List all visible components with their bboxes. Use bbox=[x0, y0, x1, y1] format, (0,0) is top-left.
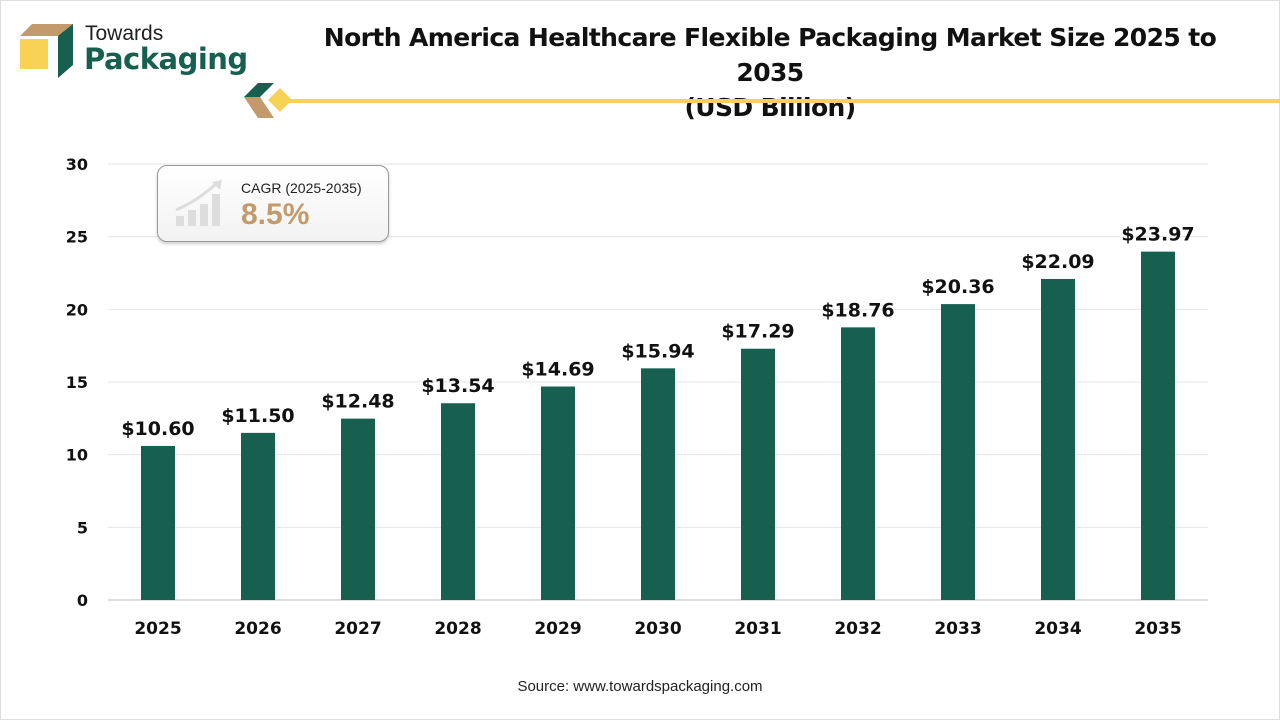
brand-line2: Packaging bbox=[84, 42, 248, 76]
title-line1: North America Healthcare Flexible Packag… bbox=[323, 23, 1217, 87]
x-tick-label: 2032 bbox=[834, 619, 881, 639]
y-tick-label: 10 bbox=[66, 446, 88, 465]
bar-2029 bbox=[541, 386, 575, 600]
x-tick-label: 2026 bbox=[234, 619, 281, 639]
bar-2027 bbox=[341, 418, 375, 600]
towards-packaging-logo bbox=[20, 24, 73, 78]
data-label-2025: $10.60 bbox=[121, 418, 194, 440]
bar-2030 bbox=[641, 368, 675, 600]
x-tick-label: 2029 bbox=[534, 619, 581, 639]
bar-2033 bbox=[941, 304, 975, 600]
bar-2032 bbox=[841, 327, 875, 600]
x-tick-label: 2033 bbox=[934, 619, 981, 639]
bar-2035 bbox=[1141, 251, 1175, 601]
y-tick-label: 0 bbox=[77, 591, 88, 610]
data-label-2031: $17.29 bbox=[721, 321, 794, 343]
cagr-label: CAGR (2025-2035) bbox=[241, 180, 362, 196]
data-label-2028: $13.54 bbox=[421, 375, 494, 397]
y-tick-label: 25 bbox=[66, 228, 88, 247]
chart-title: North America Healthcare Flexible Packag… bbox=[290, 20, 1250, 125]
data-label-2030: $15.94 bbox=[621, 340, 694, 362]
y-tick-label: 15 bbox=[66, 373, 88, 392]
y-tick-label: 30 bbox=[66, 155, 88, 174]
x-tick-label: 2031 bbox=[734, 619, 781, 639]
bar-2034 bbox=[1041, 278, 1075, 600]
source-note: Source: www.towardspackaging.com bbox=[517, 678, 763, 695]
title-line2: (USD Billion) bbox=[684, 93, 856, 122]
x-tick-label: 2028 bbox=[434, 619, 481, 639]
title-underline-decoration bbox=[244, 83, 1280, 118]
data-label-2033: $20.36 bbox=[921, 276, 994, 298]
x-tick-label: 2034 bbox=[1034, 619, 1081, 639]
data-label-2029: $14.69 bbox=[521, 359, 594, 381]
x-tick-label: 2035 bbox=[1134, 619, 1181, 639]
bar-2028 bbox=[441, 403, 475, 600]
x-tick-label: 2030 bbox=[634, 619, 681, 639]
data-label-2034: $22.09 bbox=[1021, 251, 1094, 273]
x-tick-label: 2025 bbox=[134, 619, 181, 639]
y-tick-label: 5 bbox=[77, 518, 88, 537]
y-tick-label: 20 bbox=[66, 300, 88, 319]
data-label-2035: $23.97 bbox=[1121, 224, 1194, 246]
brand-line1: Towards bbox=[85, 22, 164, 45]
cagr-box: CAGR (2025-2035) 8.5% bbox=[157, 165, 389, 242]
growth-chart-icon bbox=[175, 180, 222, 226]
bar-2026 bbox=[241, 432, 275, 600]
data-label-2032: $18.76 bbox=[821, 299, 894, 321]
x-tick-label: 2027 bbox=[334, 619, 381, 639]
cagr-value: 8.5% bbox=[241, 198, 310, 231]
bar-2031 bbox=[741, 348, 775, 600]
data-label-2026: $11.50 bbox=[221, 405, 294, 427]
bar-2025 bbox=[141, 445, 175, 600]
data-label-2027: $12.48 bbox=[321, 391, 394, 413]
